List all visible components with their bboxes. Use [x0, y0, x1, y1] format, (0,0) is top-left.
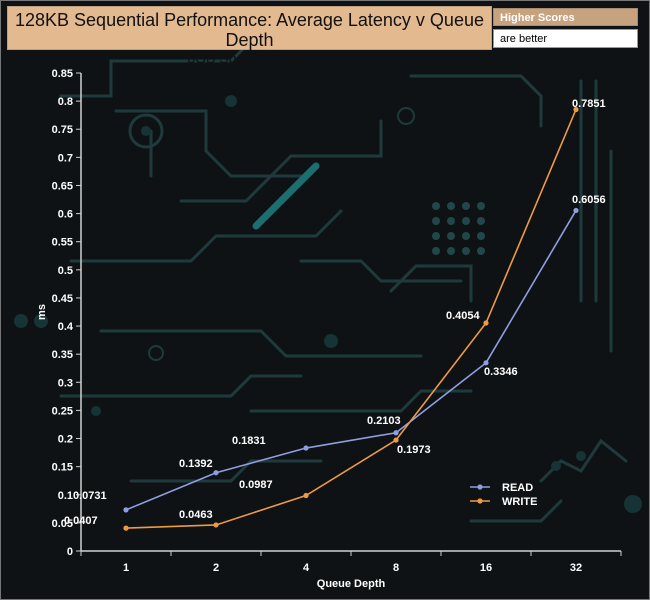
- title-box: 128KB Sequential Performance: Average La…: [7, 6, 492, 66]
- data-point-read: [213, 470, 219, 476]
- data-point-read: [483, 360, 489, 366]
- y-axis-title: ms: [36, 304, 48, 320]
- legend-label-write: WRITE: [502, 496, 537, 508]
- chart-subtitle: 8GB Span 1 Thread: [187, 50, 312, 66]
- x-tick-label: 2: [213, 562, 219, 574]
- y-tick-label: 0.35: [52, 349, 73, 361]
- chart-title: 128KB Sequential Performance: Average La…: [15, 10, 484, 50]
- y-tick-label: 0.3: [58, 377, 73, 389]
- data-label-write: 0.0463: [179, 509, 213, 521]
- data-label-read: 0.0731: [73, 490, 107, 502]
- data-point-write: [393, 437, 399, 443]
- data-label-write: 0.4054: [446, 310, 481, 322]
- data-point-read: [393, 430, 399, 436]
- y-tick-label: 0.45: [52, 293, 73, 305]
- data-point-write: [303, 492, 309, 499]
- y-tick-label: 0.2: [58, 434, 73, 446]
- y-tick-label: 0.05: [52, 518, 73, 530]
- data-point-read: [123, 507, 129, 513]
- y-tick-label: 0.55: [52, 237, 73, 249]
- data-label-write: 0.0987: [239, 479, 273, 491]
- data-point-write: [123, 525, 129, 531]
- data-label-read: 0.1392: [179, 458, 213, 470]
- data-label-write: 0.1973: [397, 444, 431, 456]
- y-tick-label: 0.6: [58, 209, 73, 221]
- legend-marker-write: [477, 498, 483, 504]
- x-axis-title: Queue Depth: [317, 578, 386, 590]
- series-line-write: [125, 109, 577, 529]
- x-tick-label: 32: [570, 562, 582, 574]
- y-tick-label: 0.5: [58, 265, 73, 277]
- y-tick-label: 0.65: [52, 180, 73, 192]
- data-label-write: 0.7851: [572, 98, 606, 110]
- y-tick-label: 0.8: [58, 96, 73, 108]
- x-tick-label: 8: [393, 562, 399, 574]
- y-tick-label: 0.4: [58, 321, 74, 333]
- data-label-read: 0.2103: [367, 415, 401, 427]
- legend-marker-read: [477, 484, 483, 490]
- data-point-read: [303, 445, 309, 451]
- x-tick-label: 1: [123, 562, 129, 574]
- series-line-read: [125, 210, 577, 511]
- legend-label-read: READ: [502, 482, 533, 494]
- data-label-write: 0.0407: [64, 515, 98, 527]
- data-point-write: [213, 522, 219, 528]
- data-point-write: [483, 320, 489, 326]
- data-label-read: 0.1831: [232, 435, 266, 447]
- score-badge-header: Higher Scores: [493, 8, 638, 26]
- y-tick-label: 0.7: [58, 152, 73, 164]
- score-badge-note: are better: [493, 29, 638, 48]
- y-tick-label: 0.1: [58, 490, 73, 502]
- data-point-write: [573, 106, 579, 113]
- x-tick-label: 4: [303, 562, 310, 574]
- y-tick-label: 0.85: [52, 68, 73, 80]
- y-tick-label: 0.75: [52, 124, 73, 136]
- y-tick-label: 0: [67, 546, 73, 558]
- y-tick-label: 0.25: [52, 405, 73, 417]
- data-label-read: 0.3346: [484, 366, 518, 378]
- y-tick-label: 0.15: [52, 462, 73, 474]
- x-tick-label: 16: [480, 562, 492, 574]
- data-label-read: 0.6056: [572, 194, 606, 206]
- data-point-read: [573, 207, 579, 214]
